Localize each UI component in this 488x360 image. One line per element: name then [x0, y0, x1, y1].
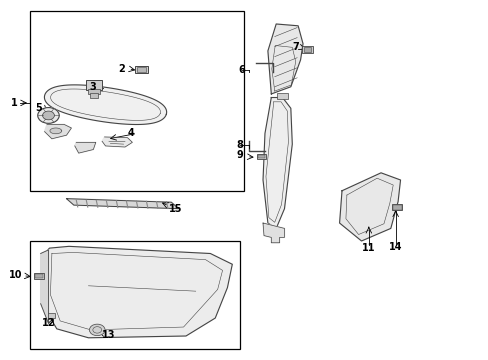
Text: 1: 1 — [11, 98, 18, 108]
Bar — [277, 93, 287, 99]
Bar — [302, 46, 312, 53]
Bar — [303, 47, 311, 51]
Polygon shape — [263, 223, 284, 243]
Text: 6: 6 — [238, 64, 245, 75]
Bar — [30, 241, 239, 348]
Bar — [88, 89, 100, 94]
Polygon shape — [44, 85, 166, 125]
Bar — [35, 274, 42, 278]
Polygon shape — [41, 250, 48, 323]
Polygon shape — [75, 142, 96, 153]
Circle shape — [93, 327, 102, 333]
Text: 11: 11 — [361, 243, 375, 253]
Bar — [257, 154, 265, 158]
Text: 2: 2 — [118, 64, 125, 74]
Polygon shape — [42, 246, 232, 338]
Polygon shape — [102, 137, 132, 147]
Polygon shape — [66, 199, 178, 209]
Circle shape — [95, 328, 99, 331]
Bar — [135, 66, 148, 73]
Bar — [30, 12, 244, 191]
Bar — [392, 205, 401, 210]
Polygon shape — [44, 125, 71, 139]
Circle shape — [42, 111, 54, 120]
Text: 14: 14 — [388, 242, 402, 252]
Bar — [137, 67, 146, 72]
Bar — [34, 273, 43, 279]
Circle shape — [89, 324, 105, 336]
Bar — [86, 80, 102, 90]
Text: 5: 5 — [35, 103, 42, 113]
Bar — [90, 93, 98, 98]
Text: 13: 13 — [102, 330, 116, 340]
Text: 4: 4 — [128, 128, 135, 138]
Polygon shape — [50, 128, 61, 134]
Text: 15: 15 — [168, 204, 182, 215]
Polygon shape — [339, 173, 400, 241]
Polygon shape — [263, 98, 292, 228]
Text: 10: 10 — [9, 270, 22, 280]
Text: 12: 12 — [41, 318, 55, 328]
Bar — [256, 154, 266, 159]
Text: 8: 8 — [236, 140, 243, 150]
Bar — [47, 313, 55, 318]
Text: 9: 9 — [236, 150, 243, 160]
Circle shape — [38, 108, 59, 123]
Polygon shape — [267, 24, 303, 94]
Text: 3: 3 — [89, 82, 96, 92]
Bar — [391, 204, 402, 211]
Text: 7: 7 — [292, 42, 299, 52]
